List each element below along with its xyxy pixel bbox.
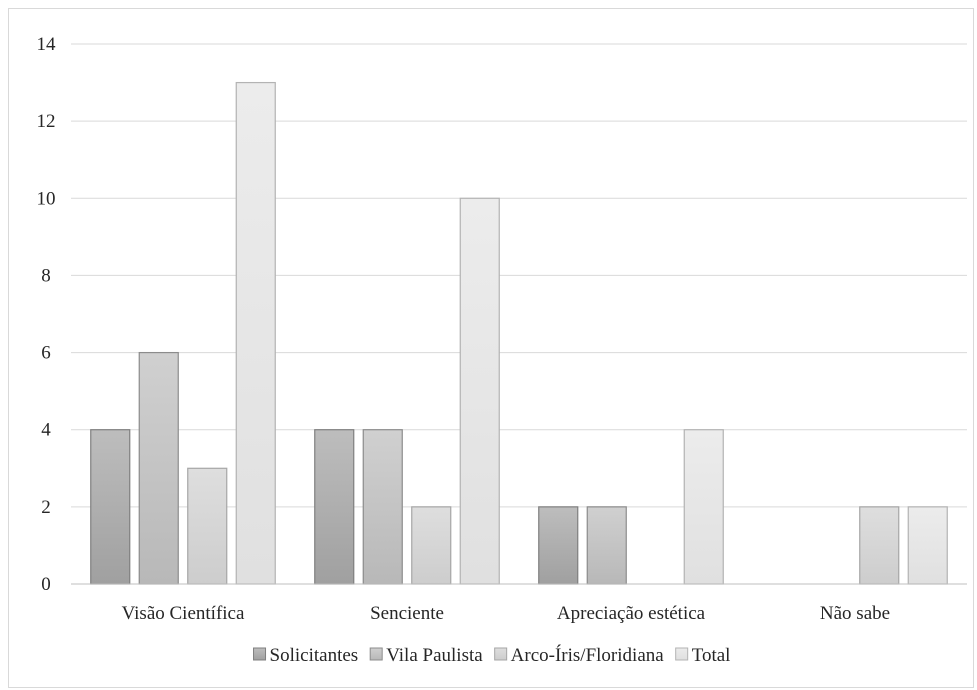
x-axis-categories: Visão Científica Senciente Apreciação esté… (122, 603, 891, 624)
legend-swatch (494, 647, 508, 661)
y-tick-label: 0 (41, 574, 51, 595)
bar-vila-paulista-1 (362, 429, 403, 585)
y-tick-label: 4 (41, 420, 51, 441)
bar-total-3 (907, 506, 948, 585)
bars (90, 81, 948, 585)
x-category-label: Apreciação estética (557, 603, 706, 624)
bar-total-1 (459, 197, 500, 585)
legend-item: Total (675, 645, 731, 666)
legend-label: Arco-Íris/Floridiana (511, 644, 665, 666)
bar-total-0 (235, 81, 276, 585)
legend-item: Solicitantes (253, 645, 359, 666)
bar-arco-ris-floridiana-1 (411, 506, 452, 585)
gridlines (71, 43, 967, 508)
legend-label: Solicitantes (270, 645, 359, 666)
legend-item: Arco-Íris/Floridiana (494, 644, 665, 666)
y-tick-label: 6 (41, 343, 51, 364)
legend-item: Vila Paulista (369, 645, 483, 666)
y-tick-label: 2 (41, 497, 51, 518)
y-axis-ticks: 0 2 4 6 8 10 12 14 (37, 34, 57, 595)
x-category-label: Senciente (370, 603, 444, 624)
bar-total-2 (683, 429, 724, 585)
legend-swatch (675, 647, 689, 661)
legend-label: Vila Paulista (386, 645, 483, 666)
legend-swatch (369, 647, 383, 661)
y-tick-label: 12 (37, 111, 56, 132)
y-tick-label: 14 (37, 34, 57, 55)
chart-frame: 0 2 4 6 8 10 12 14 Visão Científica Senciente Apr… (8, 8, 974, 688)
legend-label: Total (692, 645, 731, 666)
bar-arco-ris-floridiana-0 (187, 467, 228, 585)
legend: Solicitantes Vila Paulista Arco-Íris/Flori… (253, 644, 731, 666)
bar-arco-ris-floridiana-3 (859, 506, 900, 585)
bar-vila-paulista-2 (586, 506, 627, 585)
x-category-label: Não sabe (820, 603, 890, 624)
bar-chart: 0 2 4 6 8 10 12 14 Visão Científica Senciente Apr… (37, 34, 967, 666)
y-tick-label: 10 (37, 188, 56, 209)
bar-solicitantes-2 (538, 506, 579, 585)
y-tick-label: 8 (41, 265, 51, 286)
x-category-label: Visão Científica (122, 603, 245, 624)
legend-swatch (253, 647, 267, 661)
bar-vila-paulista-0 (138, 351, 179, 585)
bar-solicitantes-1 (314, 429, 355, 585)
bar-solicitantes-0 (90, 429, 131, 585)
